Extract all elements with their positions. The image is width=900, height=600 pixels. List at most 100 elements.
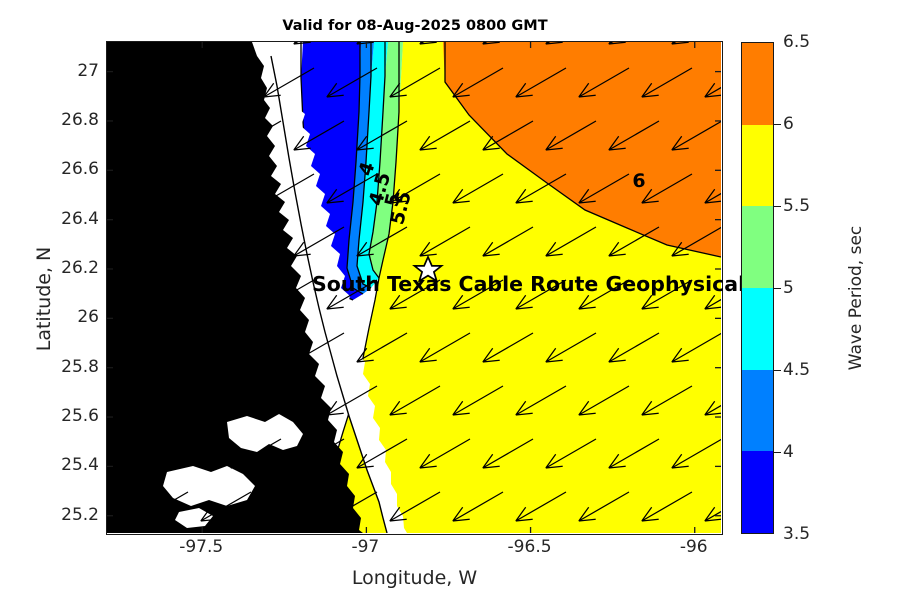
wave-direction-arrow xyxy=(482,332,534,363)
wave-direction-arrow xyxy=(545,120,597,151)
wave-direction-arrow xyxy=(200,279,252,310)
wave-direction-arrow xyxy=(641,491,693,522)
wave-direction-arrow xyxy=(167,120,219,151)
contour-band-3.5-4.0 xyxy=(301,42,363,300)
wave-direction-arrow xyxy=(704,506,721,522)
wave-direction-arrow xyxy=(326,385,378,416)
wave-direction-arrow xyxy=(515,173,567,204)
map-plot-area[interactable]: 4 4.5 5 5.5 6 xyxy=(106,41,723,535)
wave-direction-arrow xyxy=(230,438,282,469)
wave-direction-arrow xyxy=(419,332,471,363)
wave-direction-arrow xyxy=(704,400,721,416)
wave-direction-arrow xyxy=(230,120,282,151)
wave-direction-arrow xyxy=(671,332,721,363)
wave-direction-arrow xyxy=(356,42,374,45)
figure-title: Valid for 08-Aug-2025 0800 GMT xyxy=(282,18,548,34)
wave-direction-arrow xyxy=(608,120,660,151)
colorbar-tick-mark xyxy=(774,288,781,290)
y-axis-title: Latitude, N xyxy=(33,246,55,352)
wave-direction-arrow xyxy=(356,226,408,257)
colorbar-tick-label: 5 xyxy=(783,278,794,298)
colorbar-tick-mark xyxy=(774,452,781,454)
y-tick-label: 26 xyxy=(77,307,99,328)
wave-direction-arrow xyxy=(641,173,693,204)
wave-direction-arrow xyxy=(545,42,563,45)
wave-direction-arrow xyxy=(608,438,660,469)
wave-direction-arrow xyxy=(452,385,504,416)
colorbar-band xyxy=(742,451,773,533)
wave-direction-arrow xyxy=(356,120,408,151)
x-axis-tick-labels: -97.5 -97 -96.5 -96 xyxy=(106,537,723,567)
wave-direction-arrow xyxy=(482,42,500,45)
axis-tick-marks xyxy=(107,42,721,533)
wave-direction-arrow xyxy=(293,120,345,151)
wave-direction-arrow xyxy=(389,279,441,310)
colorbar-title: Wave Period, sec xyxy=(846,225,866,371)
wave-direction-arrow xyxy=(263,279,315,310)
colorbar-band xyxy=(742,369,773,452)
colorbar-tick-label: 4.5 xyxy=(783,360,811,380)
x-tick-label: -96 xyxy=(679,537,708,557)
wave-direction-arrow xyxy=(515,279,567,310)
wave-direction-arrow xyxy=(419,42,437,45)
y-tick-label: 26.8 xyxy=(61,109,99,130)
wave-direction-arrow xyxy=(419,438,471,469)
wave-direction-arrow xyxy=(608,332,660,363)
wave-direction-arrow xyxy=(230,226,282,257)
star-marker[interactable] xyxy=(412,254,444,283)
wave-direction-arrow xyxy=(167,226,219,257)
wave-direction-arrow xyxy=(608,42,626,45)
wave-direction-arrow xyxy=(515,385,567,416)
wave-direction-arrow xyxy=(107,438,156,469)
wave-direction-arrow xyxy=(578,385,630,416)
colorbar[interactable] xyxy=(741,42,774,534)
colorbar-tick-label: 5.5 xyxy=(783,196,811,216)
x-axis-title: Longitude, W xyxy=(351,567,478,589)
contour-band-4.5-5.0 xyxy=(357,42,388,288)
wave-direction-arrow xyxy=(167,332,219,363)
wave-direction-arrow xyxy=(389,173,441,204)
colorbar-band xyxy=(742,43,773,125)
wave-direction-arrow xyxy=(452,173,504,204)
land-mask xyxy=(107,42,407,533)
wave-direction-arrow xyxy=(389,491,441,522)
wave-direction-arrow xyxy=(326,67,378,98)
wave-direction-arrow xyxy=(107,279,126,292)
colorbar-tick-mark xyxy=(774,124,781,126)
wave-direction-arrow xyxy=(482,226,534,257)
wave-direction-arrow xyxy=(200,173,252,204)
colorbar-band xyxy=(742,124,773,207)
contour-label: 6 xyxy=(632,170,646,192)
y-tick-label: 26.2 xyxy=(61,257,99,278)
wave-direction-arrow xyxy=(578,491,630,522)
wave-direction-arrow xyxy=(641,385,693,416)
wave-direction-arrow xyxy=(167,438,219,469)
x-tick-label: -97.5 xyxy=(179,537,224,557)
wave-direction-arrow xyxy=(167,42,185,45)
y-tick-label: 25.8 xyxy=(61,356,99,377)
colorbar-tick-label: 3.5 xyxy=(783,524,811,544)
colorbar-band xyxy=(742,206,773,288)
wave-direction-arrow xyxy=(578,67,630,98)
wave-direction-arrow xyxy=(137,173,189,204)
wave-direction-arrow xyxy=(107,385,126,398)
wave-direction-arrow xyxy=(671,438,721,469)
y-axis-tick-labels: 25.2 25.4 25.6 25.8 26 26.2 26.4 26.6 26.8 27 xyxy=(0,41,99,535)
wave-direction-arrow xyxy=(263,173,315,204)
wave-direction-arrow xyxy=(293,438,345,469)
y-tick-label: 25.2 xyxy=(61,504,99,525)
wave-direction-arrow xyxy=(293,332,345,363)
wave-direction-arrow xyxy=(107,67,126,80)
wave-direction-arrow xyxy=(419,226,471,257)
wave-direction-arrow xyxy=(263,67,315,98)
wave-direction-arrow xyxy=(482,438,534,469)
wave-direction-vectors xyxy=(107,42,721,522)
wave-direction-arrow xyxy=(515,67,567,98)
colorbar-tick-label: 6 xyxy=(783,114,794,134)
wave-direction-arrow xyxy=(704,82,721,98)
wave-direction-arrow xyxy=(515,491,567,522)
wave-direction-arrow xyxy=(389,67,441,98)
colorbar-tick-label: 6.5 xyxy=(783,32,811,52)
wave-direction-arrow xyxy=(641,67,693,98)
wave-direction-arrow xyxy=(107,173,126,186)
